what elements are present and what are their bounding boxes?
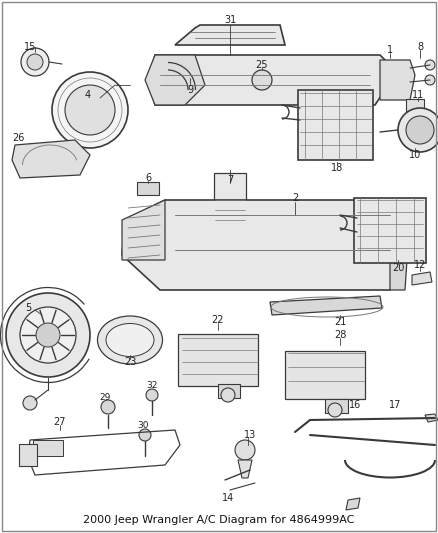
Text: 2: 2 — [292, 193, 298, 203]
Text: 27: 27 — [54, 417, 66, 427]
Polygon shape — [12, 140, 90, 178]
Circle shape — [52, 72, 128, 148]
Text: 22: 22 — [212, 315, 224, 325]
Polygon shape — [270, 296, 382, 315]
Text: 9: 9 — [187, 85, 193, 95]
Text: 29: 29 — [99, 393, 111, 402]
Text: 11: 11 — [412, 90, 424, 100]
Polygon shape — [122, 200, 405, 290]
Circle shape — [21, 48, 49, 76]
Text: 6: 6 — [145, 173, 151, 183]
Circle shape — [252, 70, 272, 90]
Polygon shape — [148, 55, 390, 105]
Circle shape — [20, 307, 76, 363]
Text: 31: 31 — [224, 15, 236, 25]
Circle shape — [328, 403, 342, 417]
Ellipse shape — [98, 316, 162, 364]
Circle shape — [221, 388, 235, 402]
Polygon shape — [122, 200, 165, 260]
Bar — [297, 90, 372, 160]
Polygon shape — [238, 460, 252, 478]
Circle shape — [425, 60, 435, 70]
Bar — [178, 334, 258, 386]
Polygon shape — [175, 25, 285, 45]
Polygon shape — [218, 384, 240, 398]
Text: 15: 15 — [24, 42, 36, 52]
Text: 2000 Jeep Wrangler A/C Diagram for 4864999AC: 2000 Jeep Wrangler A/C Diagram for 48649… — [83, 515, 355, 525]
Circle shape — [139, 429, 151, 441]
Bar — [406, 99, 424, 111]
Text: 18: 18 — [331, 163, 343, 173]
Circle shape — [398, 108, 438, 152]
Bar — [137, 182, 159, 195]
Polygon shape — [325, 399, 348, 413]
Text: 30: 30 — [137, 422, 149, 431]
Circle shape — [146, 389, 158, 401]
Polygon shape — [145, 55, 205, 105]
Polygon shape — [425, 414, 438, 422]
Text: 8: 8 — [417, 42, 423, 52]
Text: 7: 7 — [227, 175, 233, 185]
Circle shape — [425, 75, 435, 85]
Text: 17: 17 — [389, 400, 401, 410]
Text: 21: 21 — [334, 317, 346, 327]
Polygon shape — [390, 215, 408, 290]
Polygon shape — [380, 60, 415, 100]
Text: 5: 5 — [25, 303, 31, 313]
Text: 4: 4 — [85, 90, 91, 100]
Circle shape — [65, 85, 115, 135]
Polygon shape — [346, 498, 360, 510]
Bar — [19, 444, 37, 466]
Circle shape — [27, 54, 43, 70]
Text: 12: 12 — [414, 260, 426, 270]
Bar — [214, 173, 246, 217]
Text: 25: 25 — [256, 60, 268, 70]
Circle shape — [36, 323, 60, 347]
Text: 14: 14 — [222, 493, 234, 503]
Text: 28: 28 — [334, 330, 346, 340]
Text: 32: 32 — [146, 382, 158, 391]
Text: 16: 16 — [349, 400, 361, 410]
Ellipse shape — [106, 324, 154, 357]
Circle shape — [6, 293, 90, 377]
Bar — [285, 351, 365, 399]
Polygon shape — [412, 272, 432, 285]
Text: 26: 26 — [12, 133, 24, 143]
Text: 1: 1 — [387, 45, 393, 55]
Text: 23: 23 — [124, 357, 136, 367]
Circle shape — [101, 400, 115, 414]
Circle shape — [23, 396, 37, 410]
Circle shape — [406, 116, 434, 144]
Text: 20: 20 — [392, 263, 404, 273]
Text: 10: 10 — [409, 150, 421, 160]
Circle shape — [235, 440, 255, 460]
Bar — [354, 198, 426, 262]
Text: 13: 13 — [244, 430, 256, 440]
Bar — [33, 440, 63, 456]
